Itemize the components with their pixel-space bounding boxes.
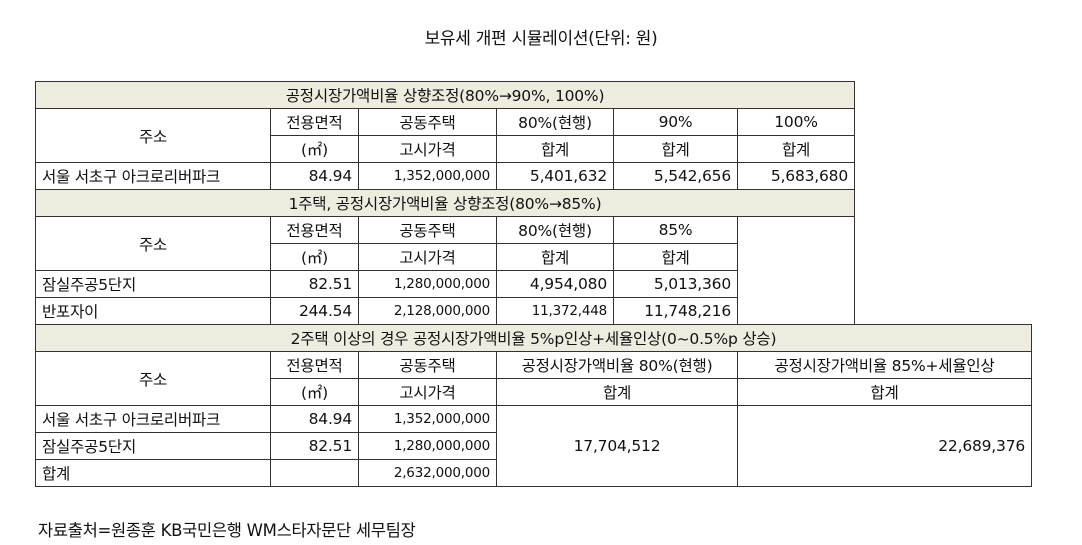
cell-price: 2,128,000,000 bbox=[358, 297, 497, 325]
cell-area: 82.51 bbox=[270, 432, 359, 460]
table-row: 서울 서초구 아크로리버파크 84.94 1,352,000,000 17,70… bbox=[35, 405, 1033, 487]
col-address: 주소 bbox=[35, 108, 271, 163]
col-85: 85% bbox=[613, 216, 738, 244]
cell-address: 잠실주공5단지 bbox=[35, 270, 271, 298]
col-price-2: 고시가격 bbox=[358, 135, 497, 163]
sum-label: 합계 bbox=[496, 135, 614, 163]
section2-header: 1주택, 공정시장가액비율 상향조정(80%→85%) bbox=[34, 189, 856, 217]
cell-value: 11,372,448 bbox=[496, 297, 614, 325]
cell-area: 244.54 bbox=[270, 297, 359, 325]
col-address: 주소 bbox=[35, 351, 271, 406]
col-100: 100% bbox=[736, 108, 856, 136]
section1-header: 공정시장가액비율 상향조정(80%→90%, 100%) bbox=[34, 81, 856, 109]
table-row: 잠실주공5단지 82.51 1,280,000,000 4,954,080 5,… bbox=[35, 270, 1032, 298]
col-rate-current: 공정시장가액비율 80%(현행) bbox=[496, 351, 738, 379]
total-current: 17,704,512 bbox=[496, 405, 738, 487]
cell-area: 84.94 bbox=[270, 405, 359, 433]
cell-area: 82.51 bbox=[270, 270, 359, 298]
col-80: 80%(현행) bbox=[496, 108, 614, 136]
sum-label: 합계 bbox=[736, 135, 856, 163]
col-area: 전용면적 bbox=[270, 108, 359, 136]
sum-label: 합계 bbox=[736, 378, 1033, 406]
cell-price: 1,352,000,000 bbox=[358, 162, 497, 190]
cell-value: 5,013,360 bbox=[613, 270, 738, 298]
col-area-unit: (㎡) bbox=[270, 378, 359, 406]
cell-price: 1,280,000,000 bbox=[358, 270, 497, 298]
sum-label: 합계 bbox=[613, 243, 738, 271]
col-rate-raised: 공정시장가액비율 85%+세율인상 bbox=[736, 351, 1033, 379]
col-80: 80%(현행) bbox=[496, 216, 614, 244]
page-title: 보유세 개편 시뮬레이션(단위: 원) bbox=[424, 29, 658, 49]
cell-area bbox=[270, 459, 359, 487]
sum-label: 합계 bbox=[613, 135, 738, 163]
cell-address: 반포자이 bbox=[35, 297, 271, 325]
cell-value: 11,748,216 bbox=[613, 297, 738, 325]
cell-value: 4,954,080 bbox=[496, 270, 614, 298]
cell-price: 1,280,000,000 bbox=[358, 432, 497, 460]
col-price-2: 고시가격 bbox=[358, 378, 497, 406]
section3-header: 2주택 이상의 경우 공정시장가액비율 5%p인상+세율인상(0~0.5%p 상… bbox=[34, 324, 1033, 352]
col-area: 전용면적 bbox=[270, 351, 359, 379]
table-row: 합계 2,632,000,000 bbox=[35, 459, 1032, 487]
col-price-1: 공동주택 bbox=[358, 351, 497, 379]
empty-cell bbox=[736, 216, 856, 325]
cell-value: 5,542,656 bbox=[613, 162, 738, 190]
col-area: 전용면적 bbox=[270, 216, 359, 244]
col-address: 주소 bbox=[35, 216, 271, 271]
col-90: 90% bbox=[613, 108, 738, 136]
cell-price: 2,632,000,000 bbox=[358, 459, 497, 487]
col-area-unit: (㎡) bbox=[270, 135, 359, 163]
col-price-1: 공동주택 bbox=[358, 216, 497, 244]
total-raised: 22,689,376 bbox=[736, 405, 1033, 487]
cell-area: 84.94 bbox=[270, 162, 359, 190]
cell-value: 5,683,680 bbox=[736, 162, 856, 190]
cell-value: 5,401,632 bbox=[496, 162, 614, 190]
table-row: 반포자이 244.54 2,128,000,000 11,372,448 11,… bbox=[35, 297, 1032, 325]
sum-label: 합계 bbox=[496, 243, 614, 271]
col-area-unit: (㎡) bbox=[270, 243, 359, 271]
cell-address: 잠실주공5단지 bbox=[35, 432, 271, 460]
table-row: 서울 서초구 아크로리버파크 84.94 1,352,000,000 5,401… bbox=[35, 162, 1032, 190]
cell-address: 합계 bbox=[35, 459, 271, 487]
sum-label: 합계 bbox=[496, 378, 738, 406]
cell-price: 1,352,000,000 bbox=[358, 405, 497, 433]
cell-address: 서울 서초구 아크로리버파크 bbox=[35, 162, 271, 190]
source-note: 자료출처=원종훈 KB국민은행 WM스타자문단 세무팀장 bbox=[38, 521, 416, 540]
col-price-1: 공동주택 bbox=[358, 108, 497, 136]
col-price-2: 고시가격 bbox=[358, 243, 497, 271]
cell-address: 서울 서초구 아크로리버파크 bbox=[35, 405, 271, 433]
table-row: 잠실주공5단지 82.51 1,280,000,000 bbox=[35, 432, 1032, 460]
tax-simulation-table: 공정시장가액비율 상향조정(80%→90%, 100%) 주소 전용면적 공동주… bbox=[34, 81, 1033, 487]
